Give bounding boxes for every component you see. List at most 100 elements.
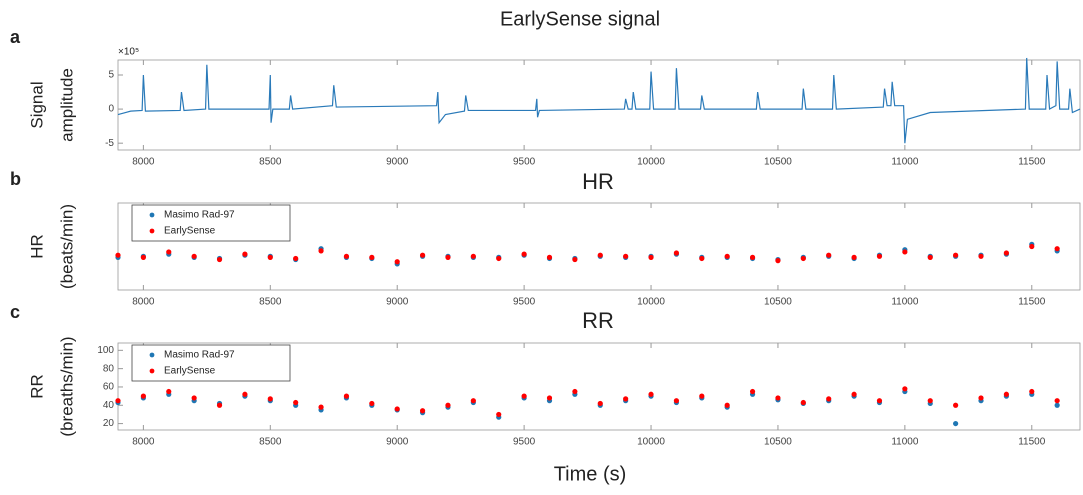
scatter-point [648,391,654,397]
y-axis-label: Signal [27,81,46,128]
scatter-point [546,254,553,260]
scatter-point [343,393,350,399]
scatter-point [419,252,426,258]
scatter-point [1054,246,1060,252]
scatter-point [267,254,273,260]
x-tick-label: 11000 [891,297,919,308]
scatter-point [724,253,730,259]
scatter-point [369,254,375,260]
scatter-point [419,408,426,414]
scatter-point [445,402,451,408]
scatter-point [927,398,933,404]
scatter-point [1003,391,1009,397]
scatter-point [978,395,984,401]
y-tick-label: 60 [103,382,115,393]
scatter-point [572,388,578,395]
x-tick-label: 11500 [1018,297,1046,308]
chart-title: EarlySense signal [500,8,660,30]
scatter-point [673,250,680,256]
scatter-point [293,255,299,262]
scatter-point [394,406,400,412]
x-tick-label: 11000 [891,157,919,168]
scatter-point [673,398,680,404]
x-tick-label: 10000 [637,157,665,168]
y-tick-label: -5 [105,138,114,149]
legend-marker [149,212,155,218]
scatter-point [724,402,730,408]
y-tick-label: 40 [103,400,115,411]
x-tick-label: 9500 [513,157,536,168]
y-tick-label: 0 [108,104,114,115]
panel-label: c [10,302,20,322]
legend-box [131,344,291,382]
scatter-point [546,395,553,401]
y-tick-label: 80 [103,363,115,374]
scatter-point [953,420,959,427]
scatter-point [1029,388,1035,395]
signal-line [117,57,1081,144]
scatter-point [876,253,883,259]
scatter-point [572,256,578,263]
y-axis-label: (breaths/min) [57,336,76,436]
scatter-point [242,391,248,397]
scatter-point [521,251,527,257]
scatter-point [927,254,933,260]
scatter-point [470,253,476,259]
scatter-point [800,399,806,406]
scatter-point [953,252,959,258]
scatter-point [318,248,324,254]
x-tick-label: 8000 [132,437,155,448]
scatter-point [496,255,502,262]
scatter-point [216,256,223,263]
scatter-point [242,251,248,257]
scatter-point [267,396,273,402]
x-axis-label: Time (s) [554,463,627,485]
scatter-point [699,255,705,262]
y-axis-label: (beats/min) [57,204,76,289]
scatter-point [775,258,781,264]
x-tick-label: 10500 [764,157,792,168]
y-tick-label: 5 [108,70,114,81]
scatter-point [902,386,908,392]
legend-label: EarlySense [164,366,216,377]
x-tick-label: 8500 [259,437,282,448]
scatter-point [166,388,172,395]
x-tick-label: 9000 [386,437,409,448]
x-tick-label: 10000 [637,437,665,448]
x-tick-label: 10000 [637,297,665,308]
panel-label: a [10,27,21,47]
x-tick-label: 10500 [764,297,792,308]
scatter-point [1054,402,1060,408]
x-tick-label: 8000 [132,157,155,168]
scatter-point [293,399,299,406]
x-tick-label: 9500 [513,297,536,308]
legend-label: Masimo Rad-97 [164,350,235,361]
scatter-point [851,391,857,397]
y-tick-label: 20 [103,418,115,429]
legend-label: Masimo Rad-97 [164,210,235,221]
chart-title: RR [582,308,614,333]
x-tick-label: 8500 [259,297,282,308]
x-tick-label: 9000 [386,297,409,308]
legend-label: EarlySense [164,226,216,237]
x-tick-label: 8500 [259,157,282,168]
scatter-point [470,398,476,404]
scatter-point [1003,250,1009,256]
scatter-point [1054,398,1060,404]
scatter-point [496,411,502,418]
scatter-point [749,388,756,395]
scatter-point [623,253,629,259]
x-tick-label: 10500 [764,437,792,448]
scatter-point [978,253,984,259]
scatter-point [851,254,857,260]
scatter-point [140,393,146,399]
scatter-point [826,252,832,258]
scatter-point [166,249,172,255]
scatter-point [800,255,806,262]
scatter-point [953,402,959,408]
axes-frame [117,202,1081,291]
scatter-point [369,400,375,407]
scatter-point [318,404,324,410]
legend-marker [149,352,155,358]
x-tick-label: 11000 [891,437,919,448]
